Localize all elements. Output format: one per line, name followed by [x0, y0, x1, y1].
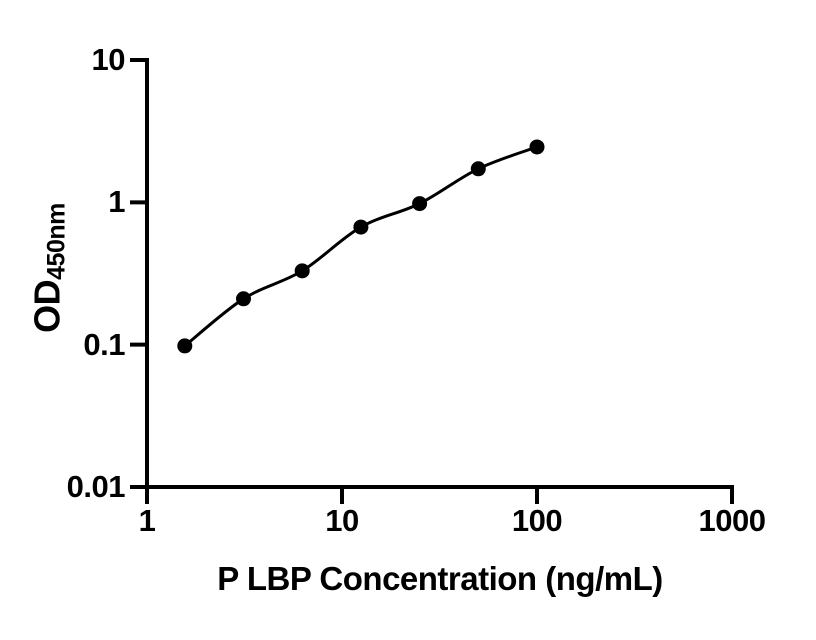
y-axis-title-main: OD	[26, 279, 68, 333]
data-point-marker	[177, 338, 193, 354]
data-point-marker	[353, 219, 369, 235]
data-point-marker	[235, 291, 251, 307]
standard-curve-line	[183, 145, 538, 348]
y-axis-title-subscript: 450nm	[42, 203, 71, 280]
x-tick-label: 100	[511, 503, 563, 538]
y-axis-title: OD450nm	[27, 203, 72, 333]
y-tick-label: 10	[91, 42, 126, 77]
y-tick-label: 0.1	[83, 326, 125, 362]
data-point-marker	[412, 196, 428, 212]
data-point-marker	[529, 139, 545, 155]
data-point-marker	[470, 161, 486, 177]
x-tick-label: 1	[138, 503, 156, 538]
x-axis-title: P LBP Concentration (ng/mL)	[217, 560, 663, 597]
x-tick-label: 10	[325, 503, 359, 538]
y-tick-label: 0.01	[66, 469, 126, 504]
data-point-marker	[294, 263, 310, 279]
x-tick-label: 1000	[698, 503, 766, 538]
y-tick-label: 1	[108, 184, 125, 220]
